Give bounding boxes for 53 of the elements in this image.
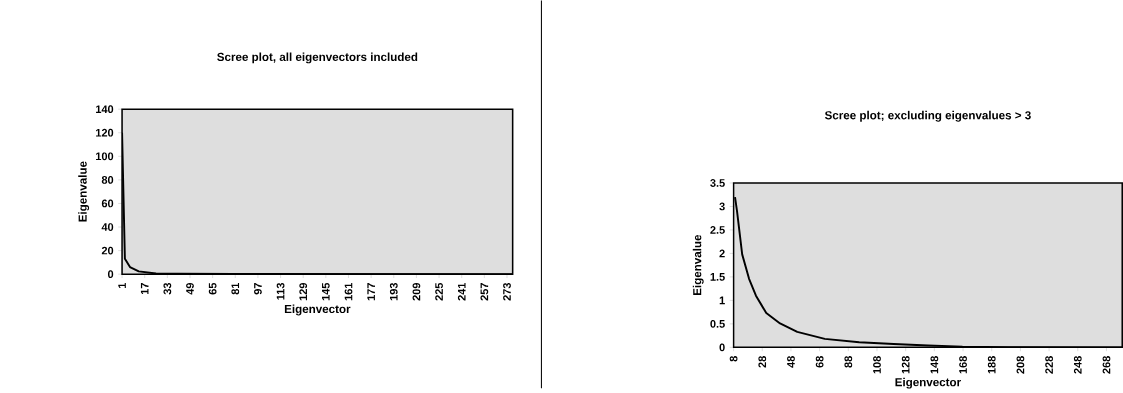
- y-tick-label: 2: [719, 249, 725, 258]
- x-tick-label: 188: [987, 356, 996, 374]
- x-tick-label: 128: [901, 356, 910, 374]
- y-tick-label: 1.5: [710, 273, 725, 281]
- y-tick-label: 3.5: [710, 179, 725, 187]
- x-tick-label: 228: [1045, 356, 1053, 374]
- y-tick-label: 3: [719, 202, 725, 211]
- x-tick-label: 17: [140, 283, 149, 295]
- x-axis-title: Eigenvector: [284, 304, 351, 316]
- y-tick-label: 140: [96, 105, 114, 114]
- x-tick-label: 97: [254, 283, 262, 295]
- y-tick-label: 0: [107, 270, 114, 279]
- y-axis-title: Eigenvalue: [692, 234, 704, 296]
- x-tick-label: 225: [435, 282, 443, 301]
- chart-title: Scree plot; excluding eigenvalues > 3: [824, 110, 1031, 122]
- y-axis-title: Eigenvalue: [78, 161, 90, 222]
- x-tick-label: 113: [276, 283, 285, 300]
- x-tick-label: 145: [322, 282, 330, 301]
- x-tick-label: 273: [503, 283, 511, 301]
- x-tick-label: 48: [787, 356, 795, 368]
- x-tick-label: 177: [367, 283, 375, 301]
- y-tick-label: 0: [719, 343, 725, 352]
- x-tick-label: 248: [1073, 356, 1082, 374]
- x-tick-label: 168: [959, 356, 967, 374]
- x-tick-label: 33: [163, 283, 172, 295]
- y-tick-label: 60: [101, 199, 114, 208]
- x-tick-label: 208: [1016, 356, 1025, 374]
- x-tick-label: 268: [1102, 356, 1111, 374]
- y-tick-label: 40: [101, 223, 114, 231]
- x-tick-label: 88: [844, 356, 853, 368]
- x-tick-label: 161: [344, 282, 353, 301]
- y-tick-label: 2.5: [710, 226, 725, 234]
- x-tick-label: 8: [729, 356, 738, 362]
- x-tick-label: 49: [186, 283, 194, 295]
- x-tick-label: 193: [389, 283, 398, 301]
- x-tick-label: 209: [412, 283, 421, 301]
- chart-title: Scree plot, all eigenvectors included: [217, 52, 418, 64]
- y-tick-label: 100: [96, 152, 114, 161]
- x-tick-label: 257: [480, 283, 489, 301]
- x-tick-label: 241: [457, 282, 466, 301]
- y-tick-label: 120: [96, 128, 114, 137]
- x-tick-label: 148: [930, 356, 939, 374]
- x-axis-title: Eigenvector: [895, 377, 961, 389]
- x-tick-label: 65: [208, 282, 217, 295]
- x-tick-label: 108: [873, 356, 881, 374]
- y-tick-label: 80: [101, 176, 114, 184]
- x-tick-label: 1: [118, 282, 126, 289]
- x-tick-label: 81: [231, 282, 240, 295]
- x-tick-label: 68: [815, 356, 824, 368]
- y-tick-label: 20: [101, 246, 114, 255]
- x-tick-label: 28: [758, 356, 767, 368]
- y-tick-label: 0.5: [710, 320, 725, 328]
- x-tick-label: 129: [299, 283, 308, 301]
